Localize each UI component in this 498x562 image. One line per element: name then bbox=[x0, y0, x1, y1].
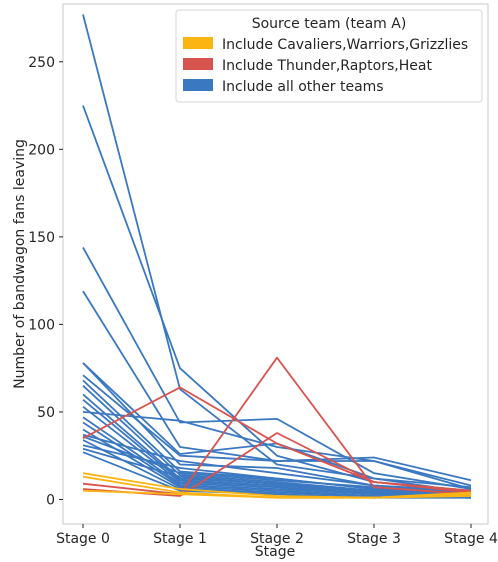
legend-swatch bbox=[183, 79, 213, 91]
y-tick-label: 0 bbox=[46, 492, 55, 508]
y-axis-label: Number of bandwagon fans leaving bbox=[12, 139, 28, 389]
legend-title: Source team (team A) bbox=[252, 16, 407, 32]
series-line-other bbox=[82, 374, 472, 487]
legend-label: Include Cavaliers,Warriors,Grizzlies bbox=[222, 37, 468, 53]
x-tick-label: Stage 3 bbox=[347, 531, 401, 547]
series-line-other bbox=[82, 411, 472, 490]
plot-frame bbox=[62, 3, 489, 525]
series-line-other bbox=[82, 433, 472, 494]
legend-label: Include Thunder,Raptors,Heat bbox=[222, 58, 432, 74]
y-tick-label: 50 bbox=[37, 405, 55, 421]
series-line-cav bbox=[82, 489, 472, 499]
legend-label: Include all other teams bbox=[222, 79, 384, 95]
legend-box bbox=[175, 9, 483, 103]
series-line-other bbox=[82, 14, 472, 489]
x-tick-label: Stage 2 bbox=[250, 531, 304, 547]
y-tick-label: 250 bbox=[28, 55, 55, 71]
series-line-heat bbox=[82, 356, 472, 496]
x-tick-label: Stage 1 bbox=[153, 531, 207, 547]
series-line-other bbox=[82, 421, 472, 497]
x-axis: Stage 0 Stage 1 Stage 2 Stage 3 Stage 4 bbox=[56, 524, 498, 547]
series-layer bbox=[82, 14, 472, 499]
y-tick-label: 200 bbox=[28, 142, 55, 158]
series-line-other bbox=[82, 246, 472, 490]
y-tick-label: 150 bbox=[28, 230, 55, 246]
x-axis-label: Stage bbox=[255, 544, 295, 560]
series-line-other bbox=[82, 447, 472, 497]
x-tick-label: Stage 4 bbox=[444, 531, 498, 547]
legend-swatch bbox=[183, 37, 213, 49]
legend: Source team (team A) Include Cavaliers,W… bbox=[175, 9, 483, 103]
legend-swatch bbox=[183, 58, 213, 70]
y-tick-label: 100 bbox=[28, 317, 55, 333]
x-tick-label: Stage 0 bbox=[56, 531, 110, 547]
y-axis: 0 50 100 150 200 250 bbox=[28, 55, 63, 508]
